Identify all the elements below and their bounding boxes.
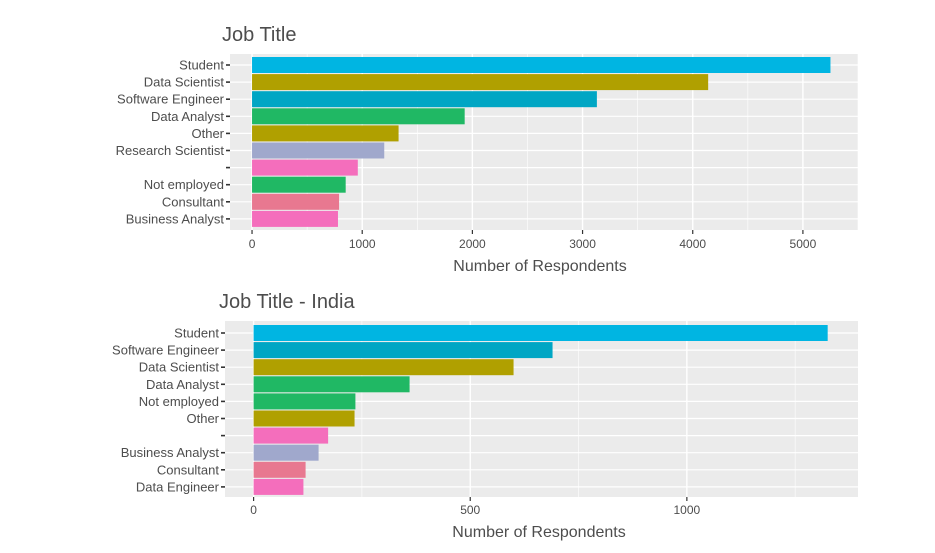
chart-2-category-label: Business Analyst [121, 445, 220, 460]
chart-1-category-label: Consultant [162, 194, 225, 209]
chart-1-bar [252, 91, 597, 108]
chart-2-bar [253, 359, 514, 376]
chart-1-title: Job Title [222, 24, 296, 46]
chart-1-bar [252, 193, 340, 210]
chart-2-bar [253, 461, 306, 478]
chart-1-category-label: Business Analyst [126, 211, 225, 226]
chart-2-bar [253, 410, 355, 427]
chart-1: Job Title Student Data Scientist Software … [116, 24, 859, 275]
chart-2-bar [253, 393, 356, 410]
chart-1-category-label: Student [179, 58, 224, 73]
chart-1-x-tick-label: 5000 [790, 237, 817, 251]
chart-2-category-label: Data Analyst [146, 377, 219, 392]
chart-2: Job Title - India Student Software Engine… [112, 291, 858, 541]
chart-1-x-tick-label: 4000 [679, 237, 706, 251]
chart-1-category-label: Not employed [144, 177, 224, 192]
chart-2-bars [253, 325, 828, 495]
chart-1-bar [252, 108, 465, 125]
chart-2-bar [253, 342, 553, 359]
chart-2-category-label: Student [174, 326, 219, 341]
chart-1-x-axis-title: Number of Respondents [453, 258, 626, 275]
chart-1-bar [252, 125, 399, 142]
chart-2-bar [253, 427, 329, 444]
chart-1-bar [252, 57, 831, 73]
chart-2-category-label: Data Engineer [136, 479, 220, 494]
chart-1-category-labels: Student Data Scientist Software Engineer Da… [116, 58, 230, 226]
chart-2-x-ticks: 0 500 1000 [250, 497, 701, 517]
chart-2-category-label: Data Scientist [139, 360, 220, 375]
chart-1-x-ticks: 0 1000 2000 3000 4000 5000 [249, 230, 817, 251]
chart-2-category-label: Consultant [157, 462, 220, 477]
chart-2-x-tick-label: 0 [250, 503, 257, 517]
chart-2-bar [253, 478, 304, 495]
chart-1-category-label: Research Scientist [116, 143, 225, 158]
chart-1-x-tick-label: 1000 [349, 237, 376, 251]
chart-1-bar [252, 210, 338, 227]
chart-1-bar [252, 74, 709, 91]
chart-1-bar [252, 159, 358, 176]
chart-1-bar [252, 176, 346, 193]
chart-2-category-labels: Student Software Engineer Data Scientist Da… [112, 326, 225, 494]
chart-2-x-tick-label: 500 [460, 503, 480, 517]
chart-2-category-label: Not employed [139, 394, 219, 409]
chart-1-category-label: Software Engineer [117, 92, 225, 107]
chart-1-bar [252, 142, 385, 159]
chart-2-x-axis-title: Number of Respondents [452, 524, 625, 541]
chart-2-bar [253, 376, 410, 393]
chart-2-bar [253, 444, 319, 461]
chart-2-category-label: Software Engineer [112, 343, 220, 358]
chart-1-bars [252, 57, 831, 227]
chart-2-title: Job Title - India [219, 291, 356, 313]
chart-1-x-tick-label: 2000 [459, 237, 486, 251]
chart-2-category-label: Other [186, 411, 219, 426]
chart-1-x-tick-label: 3000 [569, 237, 596, 251]
chart-1-category-label: Data Scientist [144, 75, 225, 90]
chart-1-x-tick-label: 0 [249, 237, 256, 251]
chart-2-x-tick-label: 1000 [674, 503, 701, 517]
chart-1-category-label: Other [191, 126, 224, 141]
chart-1-category-label: Data Analyst [151, 109, 224, 124]
chart-2-bar [253, 325, 828, 341]
